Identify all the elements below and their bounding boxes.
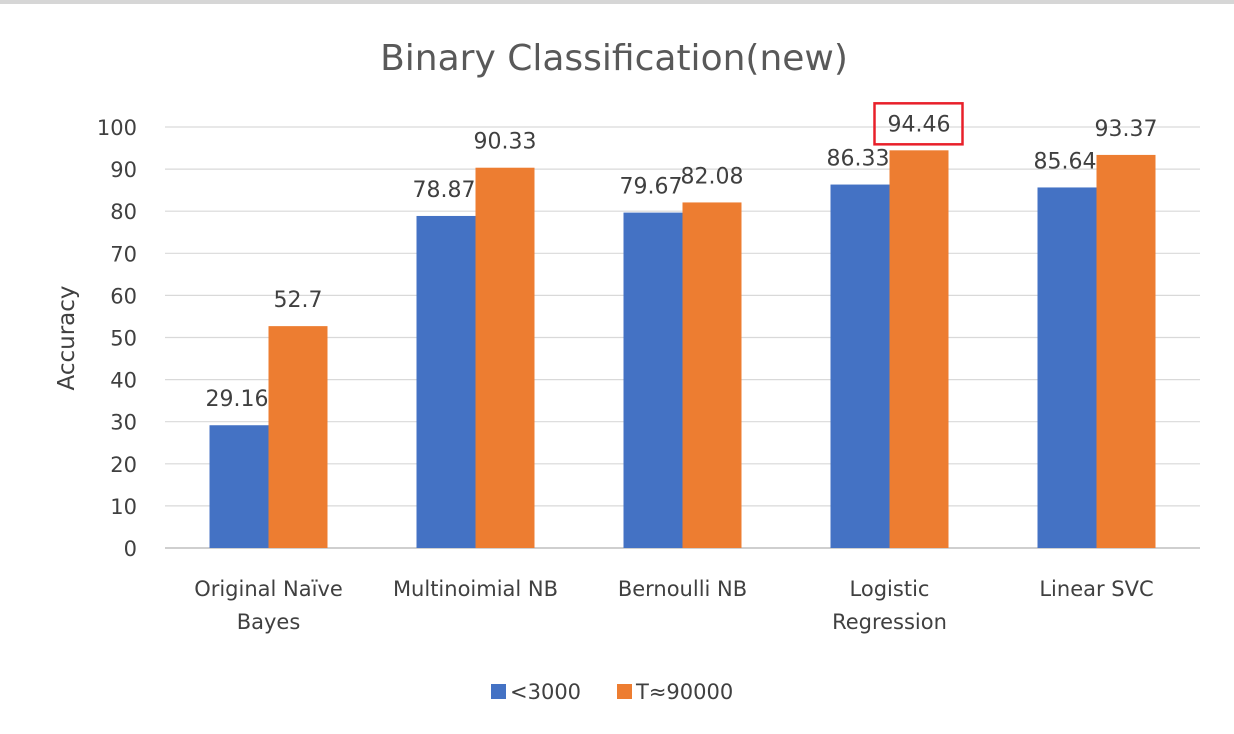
bar-series-1 [416, 215, 476, 548]
legend-swatch [617, 684, 632, 699]
y-tick-label: 40 [110, 369, 137, 393]
data-label: 82.08 [681, 164, 744, 189]
gridlines [165, 126, 1200, 549]
y-tick-label: 30 [110, 411, 137, 435]
legend: <3000 T≈90000 [491, 680, 733, 704]
category-label: Original Naïve [194, 577, 343, 601]
y-tick-label: 100 [97, 116, 137, 140]
data-label: 85.64 [1034, 149, 1097, 174]
data-label: 52.7 [274, 288, 323, 313]
data-label: 79.67 [620, 175, 683, 200]
bar-series-2 [889, 150, 949, 548]
category-label: Regression [832, 610, 947, 634]
data-label: 93.37 [1095, 117, 1158, 142]
bar-series-1 [1037, 187, 1097, 548]
data-label: 78.87 [413, 178, 476, 203]
category-label: Bayes [237, 610, 301, 634]
category-labels: Original Naïve Bayes Multinoimial NB Bernou… [194, 577, 1153, 634]
data-label: 29.16 [206, 387, 269, 412]
bar-series-1 [209, 425, 269, 548]
y-tick-label: 80 [110, 200, 137, 224]
data-label: 90.33 [474, 130, 537, 155]
y-tick-label: 70 [110, 242, 137, 266]
highlight-box [873, 102, 964, 146]
y-tick-label: 50 [110, 327, 137, 351]
category-label: Logistic [850, 577, 930, 601]
top-border [0, 0, 1234, 4]
bar-series [209, 150, 1156, 548]
y-tick-label: 60 [110, 284, 137, 308]
y-tick-label: 0 [124, 537, 137, 561]
bar-series-2 [682, 202, 742, 548]
y-tick-label: 90 [110, 158, 137, 182]
data-label: 94.46 [888, 112, 951, 137]
category-label: Linear SVC [1039, 577, 1153, 601]
highlight-box-group [873, 102, 964, 146]
data-label: 86.33 [827, 147, 890, 172]
y-tick-label: 20 [110, 453, 137, 477]
bar-series-1 [830, 184, 890, 548]
y-tick-label: 10 [110, 495, 137, 519]
category-label: Multinoimial NB [393, 577, 558, 601]
legend-swatch [491, 684, 506, 699]
chart-title: Binary Classification(new) [380, 38, 848, 79]
y-axis-ticks: 0 10 20 30 40 50 60 70 80 90 100 [97, 116, 137, 561]
bar-series-1 [623, 212, 683, 548]
bar-series-2 [268, 326, 328, 548]
bar-series-2 [1096, 154, 1156, 548]
legend-label: <3000 [510, 680, 581, 704]
category-label: Bernoulli NB [618, 577, 747, 601]
legend-label: T≈90000 [635, 680, 733, 704]
bar-series-2 [475, 167, 535, 548]
y-axis-label: Accuracy [54, 285, 80, 390]
